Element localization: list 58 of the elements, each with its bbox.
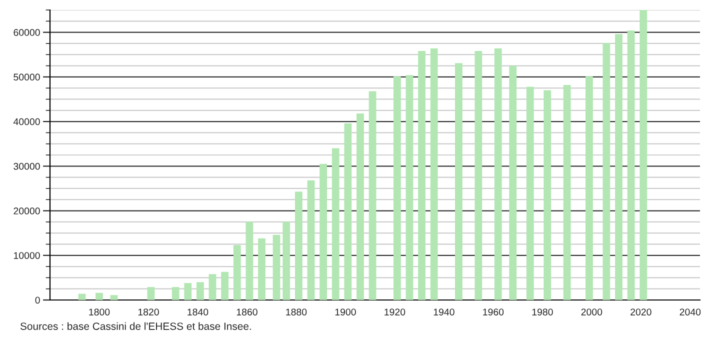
bar <box>455 63 462 300</box>
bar <box>563 84 571 300</box>
bar <box>78 294 86 300</box>
bar <box>272 234 280 300</box>
x-tick-label: 2000 <box>581 308 602 316</box>
bar <box>474 51 482 300</box>
y-tick-label: 20000 <box>14 208 40 214</box>
x-tick-label: 1960 <box>483 308 504 316</box>
bar <box>246 222 254 300</box>
bar <box>627 30 635 300</box>
bar <box>172 287 180 300</box>
bar <box>615 34 622 300</box>
y-tick-label: 60000 <box>14 29 40 36</box>
bar <box>196 282 204 300</box>
bar <box>526 86 534 300</box>
bar <box>110 295 118 300</box>
x-tick-label: 1880 <box>286 308 307 316</box>
bar <box>430 48 438 300</box>
bar <box>406 75 414 300</box>
bar <box>294 192 302 300</box>
bar <box>96 292 103 300</box>
bar <box>509 66 517 300</box>
x-tick-label: 1860 <box>236 308 258 316</box>
bar <box>544 90 552 300</box>
y-tick-label: 0 <box>35 296 40 304</box>
x-tick-label: 1980 <box>532 308 553 316</box>
bar <box>184 283 192 300</box>
bar <box>258 238 266 300</box>
y-tick-label: 10000 <box>14 252 40 260</box>
x-tick-label: 2040 <box>680 308 701 316</box>
source-note: Sources : base Cassini de l'EHESS et base Insee. <box>20 322 251 330</box>
bar <box>320 164 327 300</box>
bar <box>147 287 155 300</box>
x-tick-label: 1940 <box>434 308 454 316</box>
bar <box>356 114 364 300</box>
x-tick-label: 1840 <box>188 308 208 316</box>
bar <box>233 245 241 300</box>
x-tick-label: 2020 <box>630 308 652 316</box>
bar <box>602 43 610 300</box>
bar <box>640 10 648 300</box>
bar <box>368 91 376 300</box>
bar <box>393 76 401 300</box>
y-tick-label: 50000 <box>14 74 40 81</box>
bar <box>418 51 426 300</box>
x-tick-label: 1920 <box>384 308 406 316</box>
bar <box>332 148 340 300</box>
bar <box>586 76 593 300</box>
bar <box>307 180 315 300</box>
bar <box>494 48 502 300</box>
y-tick-label: 40000 <box>13 118 40 126</box>
bar <box>344 123 352 300</box>
bar <box>282 222 290 300</box>
bar <box>208 274 216 300</box>
bar <box>221 272 229 300</box>
x-tick-label: 1820 <box>138 308 159 316</box>
y-tick-label: 30000 <box>14 162 40 170</box>
x-tick-label: 1800 <box>89 308 110 316</box>
x-tick-label: 1900 <box>335 308 356 316</box>
